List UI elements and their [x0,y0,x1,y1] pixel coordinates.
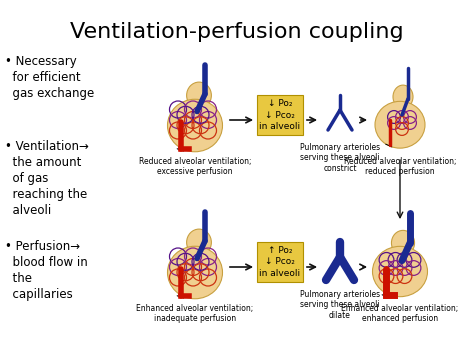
Ellipse shape [187,229,211,256]
Ellipse shape [392,230,415,256]
Ellipse shape [187,82,211,109]
Text: ↓ Po₂
↓ Pco₂
in alveoli: ↓ Po₂ ↓ Pco₂ in alveoli [259,99,301,131]
Text: • Necessary
  for efficient
  gas exchange: • Necessary for efficient gas exchange [5,55,94,100]
Text: Enhanced alveolar ventilation;
inadequate perfusion: Enhanced alveolar ventilation; inadequat… [137,304,254,323]
Text: Reduced alveolar ventilation;
reduced perfusion: Reduced alveolar ventilation; reduced pe… [344,157,456,176]
Text: Pulmonary arterioles
serving these alveoli
dilate: Pulmonary arterioles serving these alveo… [300,290,380,320]
Text: ↑ Po₂
↓ Pco₂
in alveoli: ↑ Po₂ ↓ Pco₂ in alveoli [259,246,301,278]
Ellipse shape [375,101,425,148]
FancyBboxPatch shape [257,242,303,282]
Ellipse shape [393,85,413,109]
Text: Enhanced alveolar ventilation;
enhanced perfusion: Enhanced alveolar ventilation; enhanced … [341,304,459,323]
Text: Ventilation-perfusion coupling: Ventilation-perfusion coupling [70,22,404,42]
Text: Pulmonary arterioles
serving these alveoli
constrict: Pulmonary arterioles serving these alveo… [300,143,380,173]
Ellipse shape [167,99,222,152]
FancyBboxPatch shape [257,95,303,135]
Ellipse shape [373,246,428,297]
Text: • Perfusion→
  blood flow in
  the
  capillaries: • Perfusion→ blood flow in the capillari… [5,240,88,301]
Text: Reduced alveolar ventilation;
excessive perfusion: Reduced alveolar ventilation; excessive … [139,157,251,176]
Ellipse shape [167,246,222,299]
Text: • Ventilation→
  the amount
  of gas
  reaching the
  alveoli: • Ventilation→ the amount of gas reachin… [5,140,89,217]
